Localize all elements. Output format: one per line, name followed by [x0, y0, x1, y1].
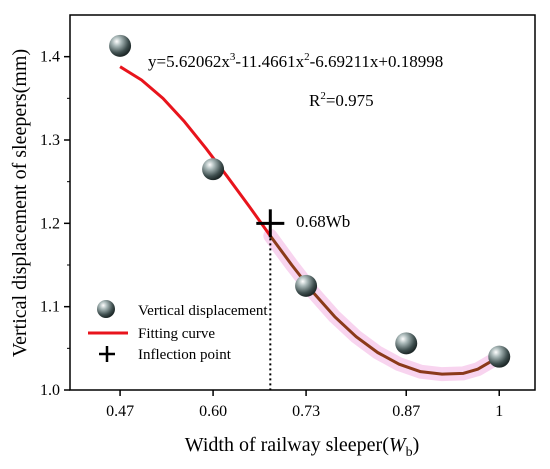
y-axis-ticks: 1.0 1.1 1.2 1.3 1.4 — [40, 49, 70, 399]
legend-label-fitting: Fitting curve — [138, 326, 215, 342]
data-points-layer — [109, 34, 511, 368]
data-point — [202, 158, 225, 181]
y-tick-label: 1.4 — [40, 49, 60, 66]
fitting-curve-upper — [119, 65, 272, 237]
data-point — [395, 332, 418, 355]
legend-label-displacement: Vertical displacement — [138, 303, 268, 319]
y-tick-label: 1.1 — [40, 299, 60, 316]
plot-frame — [69, 14, 536, 391]
curve-highlight — [263, 228, 507, 382]
legend-marker-displacement — [97, 300, 115, 318]
data-point — [488, 345, 511, 368]
legend-marker-inflection — [99, 346, 115, 362]
x-tick-label: 0.60 — [199, 403, 227, 420]
y-axis-title: Vertical displacement of sleepers(mm) — [9, 49, 31, 357]
data-point — [295, 274, 318, 297]
legend-label-inflection: Inflection point — [138, 347, 232, 363]
inflection-label: 0.68Wb — [296, 212, 350, 231]
x-axis-title: Width of railway sleeper(Wb) — [185, 434, 419, 460]
x-tick-label: 1 — [495, 403, 503, 420]
x-tick-label: 0.73 — [292, 403, 320, 420]
data-point — [109, 34, 132, 57]
x-axis-ticks: 0.47 0.60 0.73 0.87 1 — [106, 390, 503, 420]
x-tick-label: 0.87 — [392, 403, 420, 420]
y-tick-label: 1.0 — [40, 382, 60, 399]
inflection-layer — [256, 209, 285, 390]
y-tick-label: 1.3 — [40, 132, 60, 149]
x-tick-label: 0.47 — [106, 403, 134, 420]
r-squared-text: R2=0.975 — [309, 90, 374, 110]
y-tick-label: 1.2 — [40, 215, 60, 232]
equation-text: y=5.62062x3-11.4661x2-6.69211x+0.18998 — [148, 51, 443, 71]
legend: Vertical displacement Fitting curve Infl… — [88, 300, 268, 363]
